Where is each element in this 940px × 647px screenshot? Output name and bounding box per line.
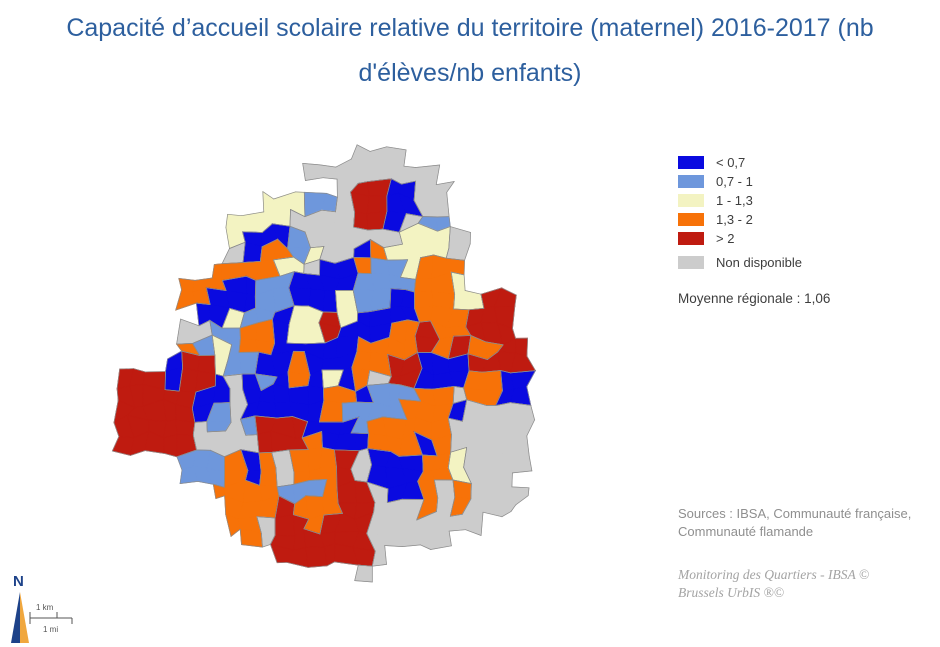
credits-text: Monitoring des Quartiers - IBSA © Brusse… (678, 566, 930, 601)
north-label: N (13, 573, 24, 590)
north-arrow-right-half (20, 592, 29, 643)
legend-item: 1 - 1,3 (678, 191, 802, 210)
sources-text: Sources : IBSA, Communauté française, Co… (678, 506, 912, 539)
legend-label: 1 - 1,3 (716, 193, 753, 208)
regional-average: Moyenne régionale : 1,06 (678, 291, 831, 306)
map-title: Capacité d’accueil scolaire relative du … (0, 6, 940, 96)
legend-item: < 0,7 (678, 153, 802, 172)
credits-line-1: Monitoring des Quartiers - IBSA © (678, 567, 870, 582)
legend-label: 1,3 - 2 (716, 212, 753, 227)
credits-line-2: Brussels UrbIS ®© (678, 584, 785, 600)
legend-swatch-blue (678, 156, 704, 169)
legend-label: < 0,7 (716, 155, 746, 170)
legend-swatch-orange (678, 213, 704, 226)
legend-item: > 2 (678, 229, 802, 248)
legend-swatch-gray (678, 256, 704, 269)
legend-item: 1,3 - 2 (678, 210, 802, 229)
scale-mi-label: 1 mi (43, 625, 58, 634)
map-title-text: Capacité d’accueil scolaire relative du … (66, 14, 874, 87)
north-arrow: N (11, 573, 29, 643)
legend-item: Non disponible (678, 253, 802, 272)
scale-bar (29, 612, 73, 624)
legend-label: Non disponible (716, 255, 803, 270)
legend-item: 0,7 - 1 (678, 172, 802, 191)
legend: < 0,7 0,7 - 1 1 - 1,3 1,3 - 2 > 2 Non di… (678, 153, 802, 272)
map-decorations: N 1 km 1 mi (11, 573, 73, 643)
legend-swatch-red (678, 232, 704, 245)
scale-km-label: 1 km (36, 603, 54, 612)
legend-swatch-lightblue (678, 175, 704, 188)
legend-swatch-yellow (678, 194, 704, 207)
legend-label: 0,7 - 1 (716, 174, 753, 189)
legend-label: > 2 (716, 231, 735, 246)
north-arrow-left-half (11, 592, 20, 643)
